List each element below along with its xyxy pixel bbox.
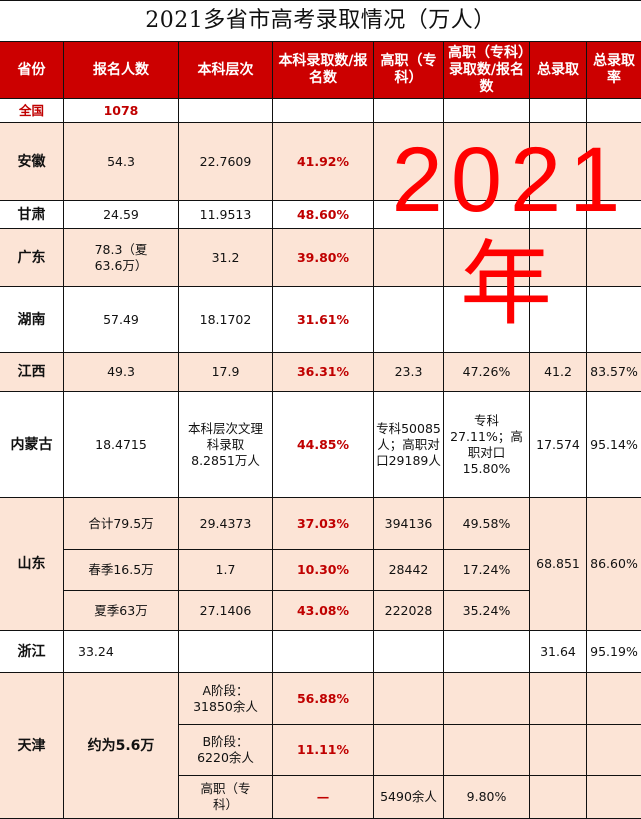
total-rate-cell: 95.19% <box>587 631 641 673</box>
applicants-cell: 33.24 <box>64 631 179 673</box>
undergrad-cell: 27.1406 <box>179 591 273 631</box>
table-row: 甘肃 24.59 11.9513 48.60% <box>0 201 641 229</box>
vocational-cell: 394136 <box>374 498 444 550</box>
applicants-cell: 1078 <box>64 99 179 123</box>
undergrad-cell: 18.1702 <box>179 287 273 353</box>
applicants-cell: 57.49 <box>64 287 179 353</box>
applicants-cell: 约为5.6万 <box>64 673 179 819</box>
header-cell: 本科录取数/报名数 <box>273 42 374 99</box>
table-row: 山东 合计79.5万 29.4373 37.03% 394136 49.58% … <box>0 498 641 550</box>
province-cell: 甘肃 <box>0 201 64 229</box>
undergrad-cell: 31.2 <box>179 229 273 287</box>
header-cell: 本科层次 <box>179 42 273 99</box>
table-row: 内蒙古 18.4715 本科层次文理科录取8.2851万人 44.85% 专科5… <box>0 392 641 498</box>
table-row: 天津 约为5.6万 A阶段：31850余人 56.88% <box>0 673 641 725</box>
header-cell: 高职（专科）录取数/报名数 <box>444 42 530 99</box>
header-cell: 省份 <box>0 42 64 99</box>
undergrad-rate-cell: 44.85% <box>273 392 374 498</box>
table-row: 江西 49.3 17.9 36.31% 23.3 47.26% 41.2 83.… <box>0 353 641 392</box>
province-cell: 广东 <box>0 229 64 287</box>
vocational-cell: 28442 <box>374 550 444 591</box>
vocational-rate-cell: 专科27.11%；高职对口15.80% <box>444 392 530 498</box>
total-rate-cell: 86.60% <box>587 498 641 631</box>
province-cell: 内蒙古 <box>0 392 64 498</box>
undergrad-rate-cell: 41.92% <box>273 123 374 201</box>
undergrad-rate-cell: 31.61% <box>273 287 374 353</box>
vocational-cell: 5490余人 <box>374 776 444 819</box>
province-cell: 天津 <box>0 673 64 819</box>
undergrad-cell: 本科层次文理科录取8.2851万人 <box>179 392 273 498</box>
vocational-cell: 222028 <box>374 591 444 631</box>
undergrad-cell: 1.7 <box>179 550 273 591</box>
province-cell: 湖南 <box>0 287 64 353</box>
total-cell: 41.2 <box>530 353 587 392</box>
table-row: 广东 78.3（夏63.6万） 31.2 39.80% <box>0 229 641 287</box>
province-cell: 全国 <box>0 99 64 123</box>
vocational-cell: 专科50085人；高职对口29189人 <box>374 392 444 498</box>
undergrad-cell: 29.4373 <box>179 498 273 550</box>
province-cell: 山东 <box>0 498 64 631</box>
total-cell: 31.64 <box>530 631 587 673</box>
undergrad-cell: 11.9513 <box>179 201 273 229</box>
undergrad-rate-cell: 37.03% <box>273 498 374 550</box>
vocational-rate-cell: 17.24% <box>444 550 530 591</box>
table-row: 全国 1078 <box>0 99 641 123</box>
applicants-cell: 78.3（夏63.6万） <box>64 229 179 287</box>
header-cell: 报名人数 <box>64 42 179 99</box>
total-cell: 68.851 <box>530 498 587 631</box>
applicants-cell: 18.4715 <box>64 392 179 498</box>
province-cell: 浙江 <box>0 631 64 673</box>
undergrad-rate-cell: 10.30% <box>273 550 374 591</box>
vocational-rate-cell: 9.80% <box>444 776 530 819</box>
undergrad-cell: 22.7609 <box>179 123 273 201</box>
applicants-cell: 夏季63万 <box>64 591 179 631</box>
total-cell: 17.574 <box>530 392 587 498</box>
total-rate-cell: 83.57% <box>587 353 641 392</box>
applicants-cell: 49.3 <box>64 353 179 392</box>
applicants-cell: 合计79.5万 <box>64 498 179 550</box>
undergrad-rate-cell: 39.80% <box>273 229 374 287</box>
table-row: 湖南 57.49 18.1702 31.61% <box>0 287 641 353</box>
header-cell: 高职（专科） <box>374 42 444 99</box>
vocational-rate-cell: 35.24% <box>444 591 530 631</box>
undergrad-cell: B阶段：6220余人 <box>179 725 273 776</box>
undergrad-rate-cell: 11.11% <box>273 725 374 776</box>
table-title: 2021多省市高考录取情况（万人） <box>0 1 641 42</box>
header-row: 省份 报名人数 本科层次 本科录取数/报名数 高职（专科） 高职（专科）录取数/… <box>0 42 641 99</box>
applicants-cell: 24.59 <box>64 201 179 229</box>
table-row: 浙江 33.24 31.64 95.19% <box>0 631 641 673</box>
province-cell: 江西 <box>0 353 64 392</box>
province-cell: 安徽 <box>0 123 64 201</box>
table-row: 安徽 54.3 22.7609 41.92% <box>0 123 641 201</box>
vocational-rate-cell: 47.26% <box>444 353 530 392</box>
header-cell: 总录取率 <box>587 42 641 99</box>
total-rate-cell: 95.14% <box>587 392 641 498</box>
undergrad-cell: A阶段：31850余人 <box>179 673 273 725</box>
undergrad-rate-cell: 36.31% <box>273 353 374 392</box>
applicants-cell: 54.3 <box>64 123 179 201</box>
vocational-cell: 23.3 <box>374 353 444 392</box>
header-cell: 总录取 <box>530 42 587 99</box>
undergrad-rate-cell: 43.08% <box>273 591 374 631</box>
undergrad-rate-cell: — <box>273 776 374 819</box>
undergrad-cell: 高职（专科） <box>179 776 273 819</box>
vocational-rate-cell: 49.58% <box>444 498 530 550</box>
undergrad-rate-cell: 56.88% <box>273 673 374 725</box>
undergrad-cell: 17.9 <box>179 353 273 392</box>
undergrad-rate-cell: 48.60% <box>273 201 374 229</box>
applicants-cell: 春季16.5万 <box>64 550 179 591</box>
